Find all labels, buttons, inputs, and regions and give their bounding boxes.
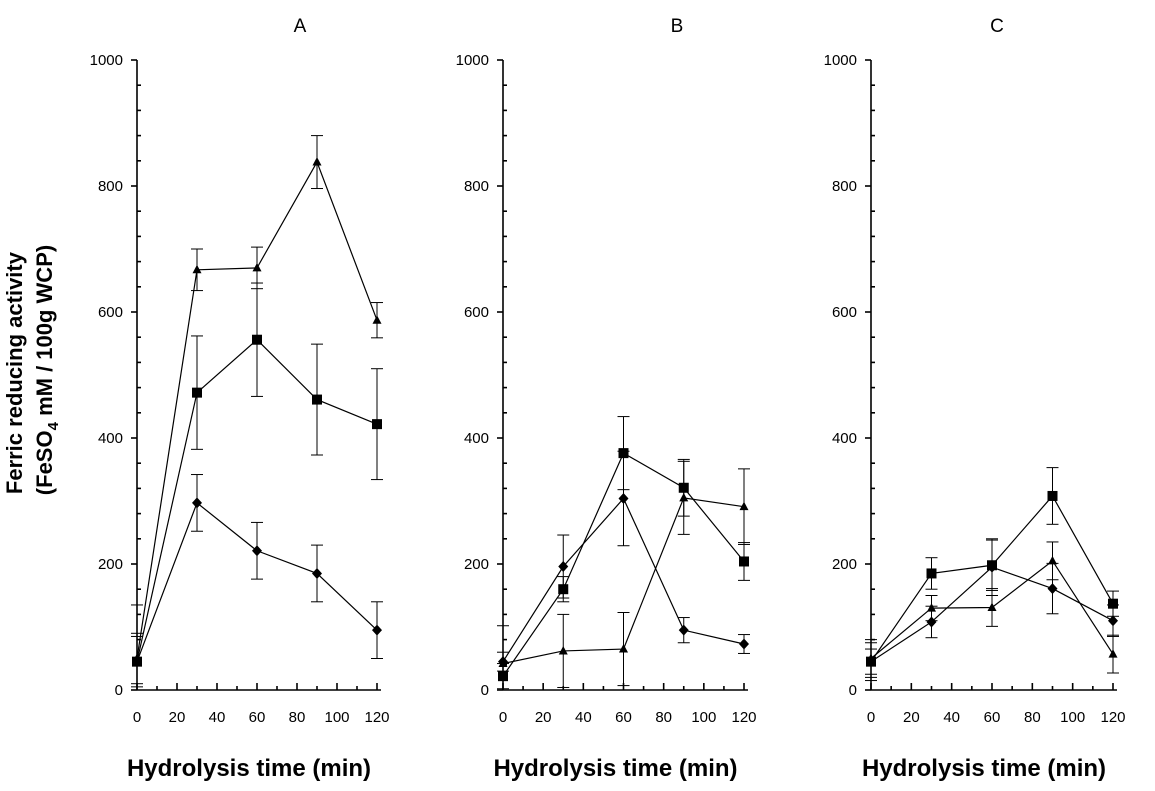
x-tick-label: 100 xyxy=(1060,709,1085,726)
x-tick-label: 60 xyxy=(615,709,632,726)
x-tick-label: 80 xyxy=(289,709,306,726)
x-axis-label: Hydrolysis time (min) xyxy=(493,755,737,782)
x-tick-label: 80 xyxy=(655,709,672,726)
x-tick-label: 20 xyxy=(535,709,552,726)
data-point-square xyxy=(1108,598,1118,609)
panel-title: C xyxy=(990,16,1004,37)
data-point-square xyxy=(372,419,382,430)
series-triangle xyxy=(497,460,750,691)
data-point-diamond xyxy=(1108,615,1118,627)
data-point-square xyxy=(678,482,689,493)
x-tick-label: 120 xyxy=(731,709,756,726)
chart-panel-A: A 0 200 400 600 800 1000 0 20 40 60 80 100 120 Hydroly… xyxy=(90,16,390,782)
data-point-triangle xyxy=(1108,649,1118,658)
panel-title: B xyxy=(671,16,684,37)
x-tick-label: 0 xyxy=(133,709,141,726)
data-point-diamond xyxy=(987,561,997,573)
chart-panel-B: B 0 200 400 600 800 1000 0 20 40 60 80 100 120 Hydroly… xyxy=(456,16,757,782)
y-tick-label: 600 xyxy=(98,304,123,321)
data-point-triangle xyxy=(372,315,382,324)
data-point-diamond xyxy=(132,656,142,668)
data-point-triangle xyxy=(619,644,628,653)
y-axis-label-suffix: mM / 100g WCP) xyxy=(32,245,57,422)
x-tick-label: 120 xyxy=(1100,709,1125,726)
data-point-triangle xyxy=(1048,555,1057,565)
y-tick-label: 800 xyxy=(832,178,857,195)
data-point-diamond xyxy=(1047,583,1058,595)
y-tick-label: 0 xyxy=(849,682,857,699)
data-point-diamond xyxy=(618,492,629,504)
x-tick-label: 100 xyxy=(691,709,716,726)
data-point-triangle xyxy=(192,264,202,274)
data-point-diamond xyxy=(498,656,508,668)
y-axis-label-subscript: 4 xyxy=(45,421,62,430)
y-tick-label: 600 xyxy=(464,304,489,321)
y-tick-label: 200 xyxy=(464,556,489,573)
x-tick-label: 20 xyxy=(169,709,186,726)
x-tick-label: 60 xyxy=(984,709,1001,726)
x-tick-label: 40 xyxy=(575,709,592,726)
data-point-diamond xyxy=(558,561,569,573)
y-tick-label: 200 xyxy=(98,556,123,573)
data-point-square xyxy=(739,556,749,567)
series-square xyxy=(131,282,383,691)
y-axis-label-line1: Ferric reducing activity xyxy=(2,251,27,494)
data-point-square xyxy=(498,671,508,682)
data-point-square xyxy=(926,568,937,579)
data-point-square xyxy=(252,334,262,345)
y-tick-label: 600 xyxy=(832,304,857,321)
y-tick-label: 0 xyxy=(115,682,123,699)
x-tick-label: 0 xyxy=(499,709,507,726)
y-axis-label-line2: (FeSO4 mM / 100g WCP) xyxy=(32,245,62,495)
y-tick-label: 1000 xyxy=(456,52,489,69)
data-point-triangle xyxy=(987,602,997,611)
data-point-triangle xyxy=(312,157,322,166)
x-tick-label: 40 xyxy=(209,709,226,726)
data-point-diamond xyxy=(192,497,202,509)
x-axis-label: Hydrolysis time (min) xyxy=(862,755,1106,782)
x-tick-label: 60 xyxy=(249,709,266,726)
x-tick-label: 0 xyxy=(867,709,875,726)
y-axis-label-prefix: (FeSO xyxy=(32,430,57,495)
x-tick-label: 40 xyxy=(943,709,960,726)
series-line-triangle xyxy=(136,160,378,659)
data-point-diamond xyxy=(739,638,749,650)
data-point-triangle xyxy=(252,262,262,272)
series-diamond xyxy=(497,450,750,672)
y-tick-label: 400 xyxy=(464,430,489,447)
x-tick-label: 20 xyxy=(903,709,920,726)
y-tick-label: 1000 xyxy=(824,52,857,69)
data-point-diamond xyxy=(926,616,937,628)
series-triangle xyxy=(131,135,383,685)
y-tick-label: 200 xyxy=(832,556,857,573)
data-point-diamond xyxy=(866,656,876,668)
y-tick-label: 400 xyxy=(98,430,123,447)
data-point-diamond xyxy=(678,624,689,636)
x-axis-label: Hydrolysis time (min) xyxy=(127,755,371,782)
series-diamond xyxy=(865,538,1119,675)
series-diamond xyxy=(131,474,383,688)
y-axis-label: Ferric reducing activity (FeSO4 mM / 100… xyxy=(2,245,62,495)
data-point-triangle xyxy=(558,645,568,655)
y-tick-label: 0 xyxy=(481,682,489,699)
x-tick-label: 100 xyxy=(324,709,349,726)
y-tick-label: 1000 xyxy=(90,52,123,69)
y-tick-label: 400 xyxy=(832,430,857,447)
data-point-diamond xyxy=(252,545,262,557)
data-point-diamond xyxy=(312,567,322,579)
data-point-square xyxy=(1047,490,1058,501)
y-tick-label: 800 xyxy=(98,178,123,195)
data-point-square xyxy=(192,387,202,398)
x-tick-label: 80 xyxy=(1024,709,1041,726)
data-point-triangle xyxy=(739,501,749,511)
data-point-square xyxy=(312,394,322,405)
y-tick-label: 800 xyxy=(464,178,489,195)
chart-panel-C: C 0 200 400 600 800 1000 0 20 40 60 80 100 120 Hydroly… xyxy=(824,16,1126,782)
panel-title: A xyxy=(294,16,307,37)
x-tick-label: 120 xyxy=(364,709,389,726)
data-point-diamond xyxy=(372,624,382,636)
